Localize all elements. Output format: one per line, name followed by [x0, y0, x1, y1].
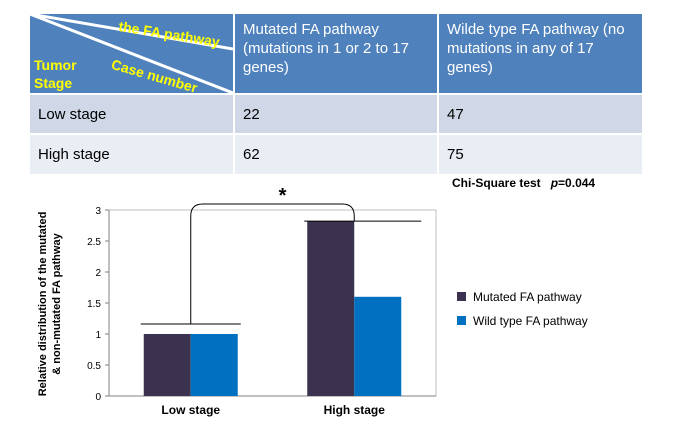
- bar-mutated-high: [307, 221, 355, 396]
- bar-chart: 0 0.5 1 1.5 2 2.5 3 Low stage High stage * Relativ…: [37, 185, 588, 417]
- chi-square-note: Chi-Square test p=0.044: [452, 176, 595, 190]
- y-axis-label: & non-mutated FA pathway: [51, 232, 63, 374]
- legend-label: Mutated FA pathway: [473, 290, 582, 304]
- corner-label-bottom: Tumor Stage: [34, 57, 77, 91]
- row-label-high: High stage: [30, 135, 233, 174]
- row-label-low: Low stage: [30, 95, 233, 133]
- cell-low-mutated: 22: [235, 95, 437, 133]
- test-name: Chi-Square test: [452, 176, 541, 190]
- bar-wild-type-high: [354, 296, 402, 396]
- cell-high-mutated: 62: [235, 135, 437, 174]
- y-tick-label: 1: [95, 330, 101, 341]
- legend-swatch: [457, 316, 466, 325]
- bar-mutated-low: [143, 334, 191, 396]
- significance-bracket: [190, 203, 355, 324]
- y-tick-label: 3: [95, 206, 101, 217]
- legend-swatch: [457, 292, 466, 301]
- y-tick-label: 0: [95, 392, 101, 403]
- header-wild-type: Wilde type FA pathway (no mutations in a…: [439, 14, 642, 93]
- x-category-label: High stage: [324, 403, 386, 417]
- x-category-label: Low stage: [161, 403, 220, 417]
- y-tick-label: 2: [95, 268, 101, 279]
- p-label: p: [550, 176, 559, 190]
- bar-wild-type-low: [190, 334, 238, 396]
- p-value: =0.044: [558, 176, 596, 190]
- cell-high-wild: 75: [439, 135, 642, 174]
- significance-star: *: [279, 185, 287, 207]
- cell-low-wild: 47: [439, 95, 642, 133]
- data-table: the FA pathway Case number Tumor Stage M…: [30, 14, 642, 174]
- y-tick-label: 2.5: [87, 237, 101, 248]
- y-tick-label: 1.5: [87, 299, 101, 310]
- header-mutated: Mutated FA pathway (mutations in 1 or 2 …: [235, 14, 437, 93]
- diagonal-lines: [30, 14, 233, 93]
- legend-label: Wild type FA pathway: [473, 314, 588, 328]
- y-tick-label: 0.5: [87, 361, 101, 372]
- corner-header-cell: the FA pathway Case number Tumor Stage: [30, 14, 233, 93]
- y-axis-label: Relative distribution of the mutated: [37, 212, 49, 397]
